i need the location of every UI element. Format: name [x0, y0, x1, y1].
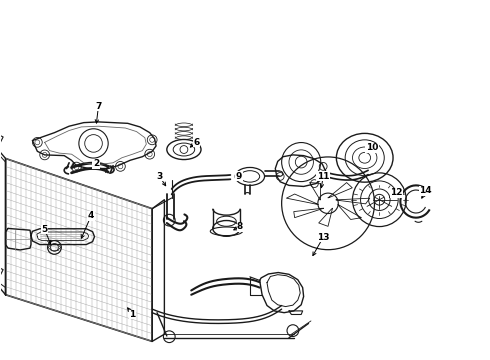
Text: 12: 12: [390, 188, 403, 197]
Text: 8: 8: [237, 222, 243, 231]
Text: 2: 2: [93, 159, 99, 168]
Text: 14: 14: [419, 186, 432, 195]
Text: 13: 13: [317, 233, 329, 242]
Text: 1: 1: [129, 310, 136, 319]
Text: 11: 11: [317, 172, 329, 181]
Text: 10: 10: [366, 143, 378, 152]
Text: 7: 7: [95, 102, 101, 111]
Text: 9: 9: [236, 172, 243, 181]
Text: 3: 3: [156, 172, 163, 181]
Text: 4: 4: [88, 211, 94, 220]
Text: 6: 6: [193, 138, 199, 147]
Text: 5: 5: [42, 225, 48, 234]
